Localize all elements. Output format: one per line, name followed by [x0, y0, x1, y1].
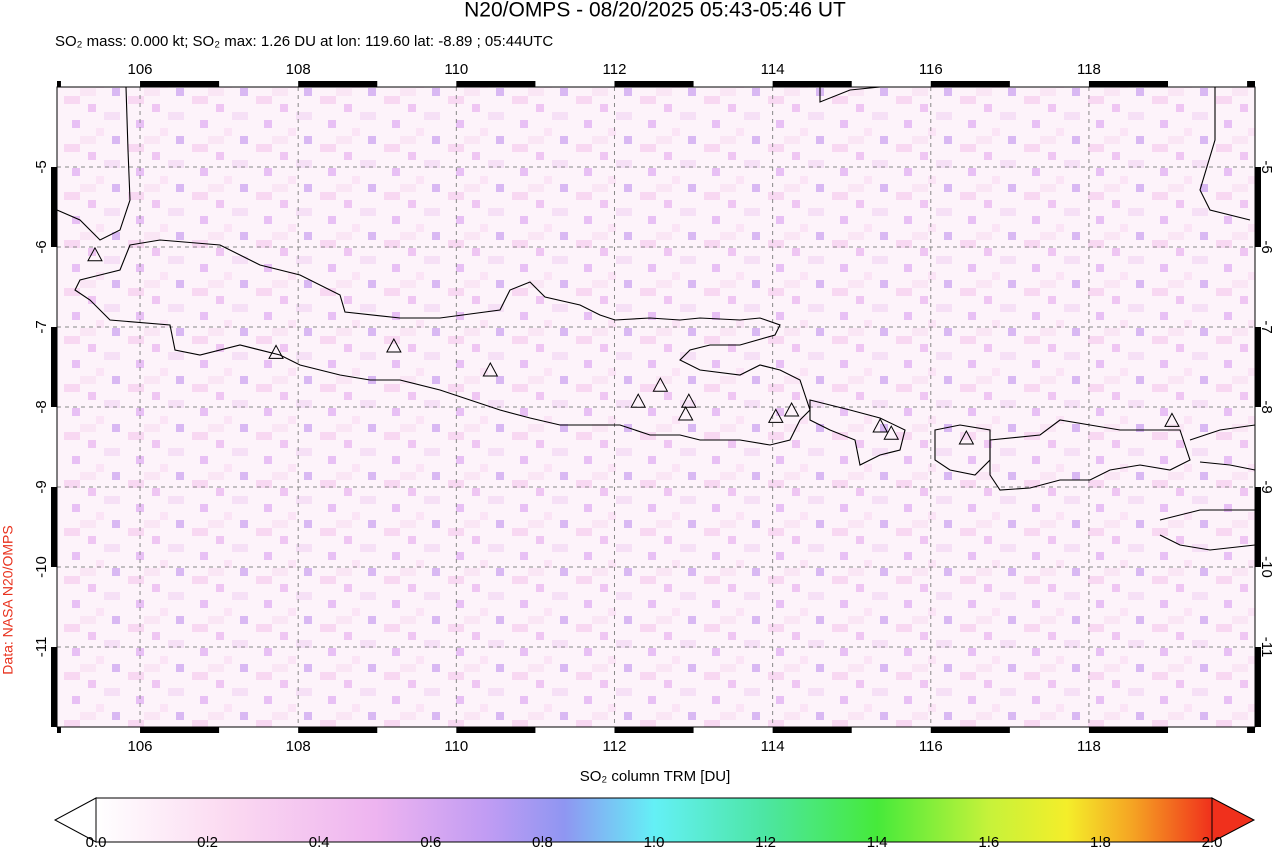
volcano — [872, 417, 889, 433]
colorbar-tick-label: 0.6 — [420, 834, 441, 851]
volcano — [482, 361, 499, 377]
flores-coast — [1189, 424, 1256, 471]
colorbar-tick-label: 0.4 — [309, 834, 330, 851]
colorbar-tick-label: 1.0 — [644, 834, 665, 851]
x-tick-label-bottom: 118 — [1077, 738, 1101, 755]
volcano — [386, 337, 402, 353]
volcano — [87, 246, 103, 262]
sumba-coast — [1159, 509, 1256, 551]
frame-bar — [1247, 81, 1255, 87]
volcano — [883, 425, 900, 440]
x-tick-label-bottom: 108 — [286, 738, 311, 755]
frame-bar — [1255, 327, 1261, 407]
frame-bar — [1255, 487, 1261, 567]
colorbar-tick-label: 0.2 — [197, 834, 218, 851]
y-tick-label-right: -11 — [1258, 637, 1272, 658]
x-tick-label-top: 114 — [761, 61, 785, 78]
x-tick-label-top: 118 — [1077, 61, 1101, 78]
y-tick-label-left: -10 — [33, 556, 50, 578]
y-tick-label-left: -11 — [33, 637, 50, 658]
x-tick-label-bottom: 110 — [444, 738, 468, 755]
frame-bar — [614, 81, 694, 87]
frame-bar — [51, 327, 57, 407]
y-tick-label-left: -6 — [33, 240, 50, 253]
colorbar-tick-label: 2.0 — [1202, 834, 1223, 851]
volcano — [958, 429, 975, 445]
volcano — [1164, 412, 1180, 427]
x-tick-label-bottom: 116 — [919, 738, 943, 755]
frame-bar — [1088, 81, 1169, 87]
y-tick-label-right: -6 — [1258, 240, 1272, 253]
frame-bar — [456, 727, 536, 733]
frame-bar — [456, 81, 536, 87]
volcanoes — [87, 246, 1180, 445]
frame-bar — [140, 81, 220, 87]
subtitle: SO₂ mass: 0.000 kt; SO₂ max: 1.26 DU at … — [55, 33, 553, 50]
colorbar-tick-label: 1.6 — [978, 834, 999, 851]
frame-bar — [1247, 727, 1255, 733]
volcano — [630, 393, 647, 408]
colorbar-tick-label: 1.2 — [755, 834, 776, 851]
colorbar-tick-label: 1.8 — [1090, 834, 1111, 851]
sumbawa-coast — [989, 419, 1191, 491]
x-tick-label-bottom: 114 — [761, 738, 785, 755]
volcano — [783, 401, 800, 417]
frame-bar — [614, 727, 694, 733]
volcano — [268, 344, 284, 359]
frame-bar — [51, 647, 57, 727]
x-tick-label-top: 116 — [919, 61, 943, 78]
frame-bar — [930, 727, 1010, 733]
y-tick-label-left: -9 — [33, 480, 50, 493]
colorbar-tick-label: 1.4 — [867, 834, 888, 851]
frame-bar — [1255, 647, 1261, 727]
lombok-coast — [934, 424, 991, 476]
x-tick-label-top: 106 — [128, 61, 153, 78]
volcano — [680, 393, 697, 408]
y-tick-label-right: -10 — [1258, 556, 1272, 578]
colorbar-tick-label: 0.8 — [532, 834, 553, 851]
x-tick-label-top: 110 — [444, 61, 468, 78]
sumatra-coast — [56, 86, 131, 241]
frame-bar — [1088, 727, 1169, 733]
volcano — [677, 405, 694, 421]
x-tick-label-top: 108 — [286, 61, 311, 78]
x-tick-label-bottom: 106 — [128, 738, 153, 755]
frame-bars — [51, 81, 1261, 733]
y-tick-label-left: -5 — [33, 160, 50, 173]
x-tick-label-top: 112 — [603, 61, 627, 78]
y-tick-label-left: -8 — [33, 400, 50, 413]
y-tick-label-right: -7 — [1258, 320, 1272, 333]
kalimantan-coast — [819, 86, 881, 103]
frame-bar — [772, 727, 852, 733]
so2-field — [57, 87, 1255, 727]
y-tick-label-left: -7 — [33, 320, 50, 333]
frame-bar — [772, 81, 852, 87]
y-tick-label-right: -9 — [1258, 480, 1272, 493]
volcano — [767, 408, 784, 423]
frame-bar — [51, 167, 57, 247]
colorbar — [95, 797, 1213, 843]
frame-bar — [57, 81, 61, 87]
frame-bar — [298, 81, 378, 87]
frame-bar — [51, 487, 57, 567]
java-coast — [74, 239, 811, 446]
frame-bar — [140, 727, 220, 733]
frame-bar — [930, 81, 1010, 87]
coastlines — [56, 86, 1256, 551]
sulawesi-coast — [1199, 87, 1251, 221]
bali-coast — [809, 399, 906, 466]
chart-title: N20/OMPS - 08/20/2025 05:43-05:46 UT — [464, 0, 846, 22]
y-tick-label-right: -5 — [1258, 160, 1272, 173]
side-label: Data: NASA N20/OMPS — [0, 525, 16, 674]
colorbar-tick-label: 0.0 — [86, 834, 107, 851]
volcano — [652, 377, 669, 392]
x-tick-label-bottom: 112 — [603, 738, 627, 755]
frame-bar — [298, 727, 378, 733]
grid — [57, 87, 1255, 727]
frame-bar — [1255, 167, 1261, 247]
colorbar-label: SO₂ column TRM [DU] — [580, 768, 731, 785]
frame-bar — [57, 727, 61, 733]
y-tick-label-right: -8 — [1258, 400, 1272, 413]
